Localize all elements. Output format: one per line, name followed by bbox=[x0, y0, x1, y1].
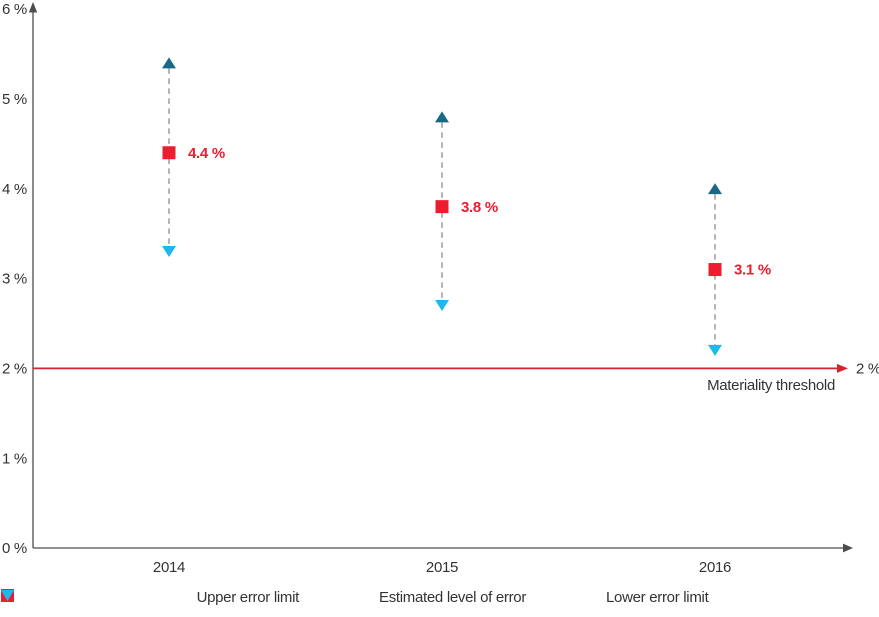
estimated-error-value-label: 4.4 % bbox=[188, 145, 225, 162]
estimated-error-value-label: 3.8 % bbox=[461, 199, 498, 216]
x-tick-label: 2014 bbox=[153, 559, 185, 576]
y-axis-arrowhead bbox=[28, 2, 38, 13]
lower-error-limit-marker bbox=[162, 246, 176, 258]
legend-item-upper-error-limit: Upper error limit bbox=[0, 589, 300, 606]
estimated-error-marker bbox=[162, 146, 176, 160]
y-tick-label: 3 % bbox=[2, 271, 27, 288]
legend-item-lower-error-limit: Lower error limit bbox=[0, 589, 709, 606]
upper-error-limit-marker bbox=[708, 183, 722, 195]
materiality-threshold-label: Materiality threshold bbox=[707, 377, 835, 394]
y-tick-label: 5 % bbox=[2, 91, 27, 108]
triangle-down-glyph bbox=[0, 590, 15, 601]
lower-error-limit-marker bbox=[435, 299, 449, 311]
legend-item-estimated-error: Estimated level of error bbox=[1, 589, 527, 606]
threshold-arrowhead bbox=[837, 363, 848, 373]
triangle-down-icon bbox=[0, 590, 595, 604]
y-tick-label: 2 % bbox=[2, 361, 27, 378]
lower-error-limit-marker bbox=[708, 344, 722, 356]
threshold-right-label: 2 % bbox=[856, 361, 879, 378]
y-tick-label: 0 % bbox=[2, 540, 27, 557]
y-tick-label: 6 % bbox=[2, 1, 27, 18]
y-tick-label: 4 % bbox=[2, 181, 27, 198]
plot-area: 0 % 1 % 2 % 3 % 4 % 5 % 6 % 2014 2015 2016 2 % Mate… bbox=[2, 1, 879, 576]
upper-error-limit-marker bbox=[435, 111, 449, 123]
estimated-error-marker bbox=[435, 200, 449, 214]
legend-label-lower: Lower error limit bbox=[606, 589, 709, 606]
triangle-down-shape bbox=[0, 590, 15, 601]
x-tick-label: 2016 bbox=[699, 559, 731, 576]
estimated-error-value-label: 3.1 % bbox=[734, 262, 771, 279]
triangle-up-icon bbox=[0, 590, 186, 604]
square-icon bbox=[1, 589, 368, 604]
x-tick-label: 2015 bbox=[426, 559, 458, 576]
x-axis-arrowhead bbox=[843, 543, 853, 553]
upper-error-limit-marker bbox=[162, 57, 176, 69]
estimated-error-marker bbox=[708, 263, 722, 277]
legend-label-estimated: Estimated level of error bbox=[378, 589, 527, 606]
y-tick-label: 1 % bbox=[2, 450, 27, 467]
legend: Upper error limit Estimated level of err… bbox=[0, 589, 879, 606]
legend-label-upper: Upper error limit bbox=[196, 589, 300, 606]
